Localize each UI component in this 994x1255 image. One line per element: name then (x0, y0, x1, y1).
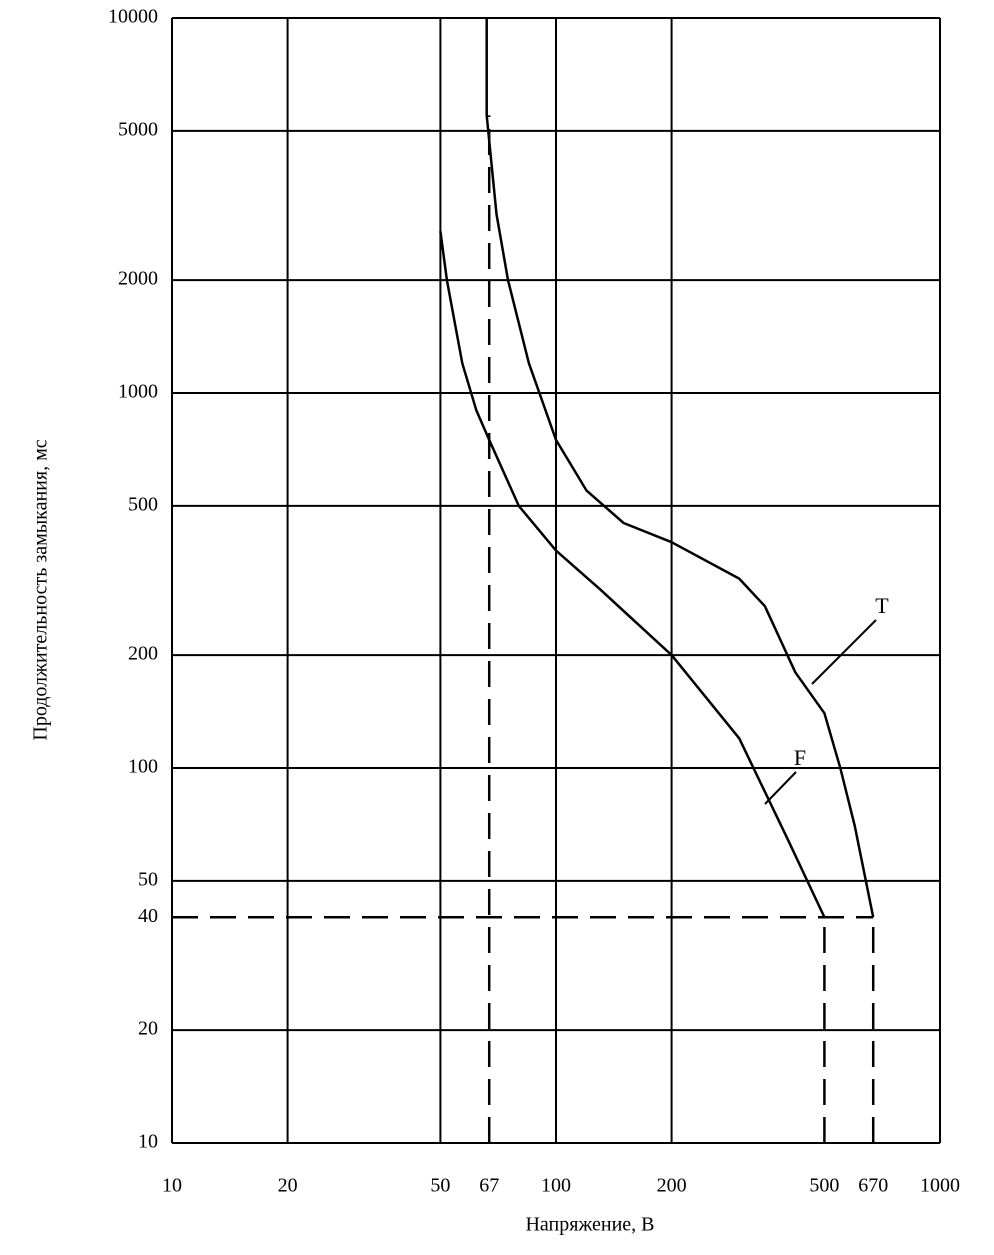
series-label: T (875, 593, 889, 618)
x-tick-label: 67 (479, 1175, 499, 1197)
x-tick-label: 20 (278, 1175, 298, 1197)
x-tick-label: 10 (162, 1175, 182, 1197)
y-tick-label: 100 (128, 756, 158, 778)
series-label: F (794, 745, 806, 770)
y-tick-label: 50 (138, 868, 158, 890)
leader-line (764, 771, 797, 805)
curve (485, 18, 875, 918)
y-tick-label: 200 (128, 643, 158, 665)
curve (439, 231, 826, 918)
x-tick-label: 50 (430, 1175, 450, 1197)
x-tick-label: 670 (858, 1175, 888, 1197)
x-tick-label: 1000 (920, 1175, 960, 1197)
x-tick-label: 100 (541, 1175, 571, 1197)
y-tick-label: 2000 (118, 268, 158, 290)
y-tick-label: 500 (128, 493, 158, 515)
y-tick-label: 40 (138, 905, 158, 927)
x-tick-label: 500 (809, 1175, 839, 1197)
y-axis-label: Продолжительность замыкания, мс (30, 439, 52, 740)
x-axis-label: Напряжение, В (525, 1214, 654, 1236)
y-tick-label: 10 (138, 1131, 158, 1153)
leader-line (811, 619, 877, 685)
y-tick-label: 1000 (118, 381, 158, 403)
y-tick-label: 5000 (118, 118, 158, 140)
y-tick-label: 10000 (108, 6, 158, 28)
x-tick-label: 200 (657, 1175, 687, 1197)
y-tick-label: 20 (138, 1018, 158, 1040)
